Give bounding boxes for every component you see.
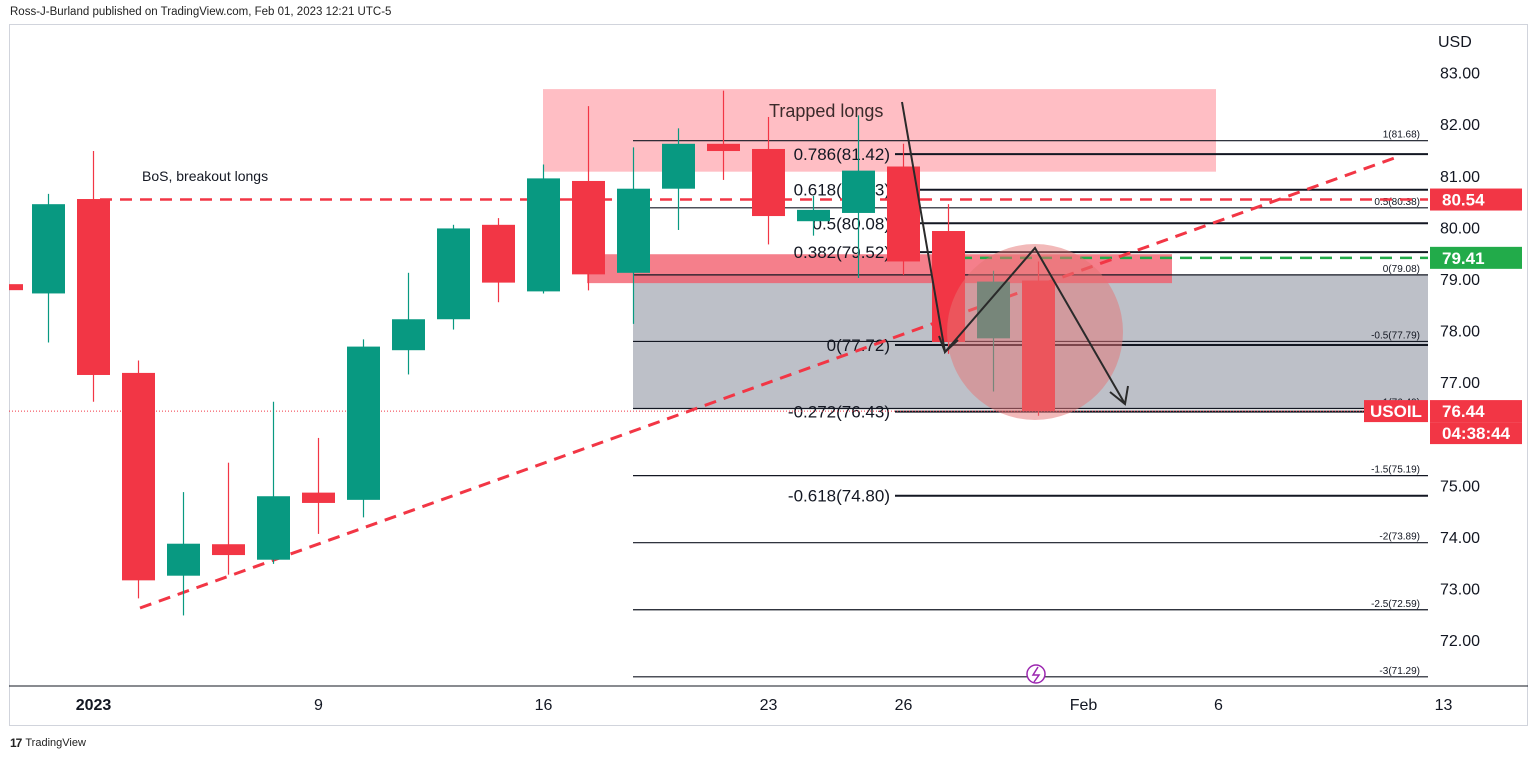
candle-body: [707, 143, 740, 152]
fib-label-small: 0(79.08): [1383, 264, 1420, 275]
x-tick-label: Feb: [1070, 697, 1098, 714]
candle-body: [257, 496, 290, 560]
tradingview-logo-icon: 17: [10, 736, 22, 750]
candle-body: [77, 199, 110, 375]
candle-body-partial: [9, 284, 23, 291]
event-marker-icon: [1026, 664, 1046, 684]
lightning-icon: [1031, 666, 1041, 683]
price-tag-value: 80.54: [1442, 191, 1485, 210]
highlight-circle: [947, 244, 1123, 420]
x-tick-label: 23: [760, 697, 778, 714]
candle-body: [32, 204, 65, 294]
trapped-longs-label: Trapped longs: [769, 101, 883, 121]
fib-label-small: -1.5(75.19): [1371, 465, 1420, 476]
candle-body: [887, 166, 920, 262]
fib-label-small: 1(81.68): [1383, 130, 1420, 141]
bos-label: BoS, breakout longs: [142, 168, 268, 184]
y-tick-label: 80.00: [1440, 220, 1480, 237]
candle-body: [167, 543, 200, 576]
candle-body: [122, 372, 155, 581]
x-tick-label: 2023: [76, 697, 112, 714]
x-tick-label: 9: [314, 697, 323, 714]
fib-label-large: 0(77.72): [827, 336, 890, 355]
candle-body: [797, 209, 830, 222]
footer-brand: TradingView: [25, 737, 86, 749]
candle-body: [212, 544, 245, 556]
arrow-head-icon: [1109, 385, 1129, 406]
candle-body: [347, 346, 380, 500]
projection-path: [901, 101, 1126, 405]
x-tick-label: 6: [1214, 697, 1223, 714]
price-tag: [1430, 188, 1522, 211]
fib-label-small: 0.5(80.38): [1374, 197, 1420, 208]
candle-body: [572, 180, 605, 275]
y-axis-currency: USD: [1438, 34, 1472, 51]
fib-label-large: -0.272(76.43): [788, 403, 890, 422]
y-tick-label: 77.00: [1440, 375, 1480, 392]
x-tick-label: 26: [895, 697, 913, 714]
symbol-tag-label: USOIL: [1370, 402, 1422, 421]
candle-body: [527, 178, 560, 292]
price-tag-value: 79.41: [1442, 249, 1485, 268]
y-tick-label: 72.00: [1440, 633, 1480, 650]
fib-label-small: -2.5(72.59): [1371, 599, 1420, 610]
candle-body: [302, 492, 335, 503]
price-tag: [1430, 246, 1522, 269]
x-tick-label: 16: [535, 697, 553, 714]
y-tick-label: 79.00: [1440, 272, 1480, 289]
overlay-layer: [901, 101, 1129, 420]
trapped-longs-zone: [543, 89, 1216, 172]
fib-label-large: -0.618(74.80): [788, 487, 890, 506]
publisher-header: Ross-J-Burland published on TradingView.…: [10, 6, 392, 18]
candle-body: [842, 170, 875, 213]
symbol-tag: [1364, 400, 1428, 423]
candle-body: [752, 148, 785, 217]
y-tick-label: 75.00: [1440, 478, 1480, 495]
y-tick-label: 73.00: [1440, 582, 1480, 599]
fib-label-large: 0.382(79.52): [794, 243, 890, 262]
candle-body: [392, 319, 425, 351]
arrow-head-icon: [938, 335, 959, 354]
price-tag: [1430, 400, 1522, 423]
candle-body: [662, 143, 695, 189]
fib-label-small: -3(71.29): [1379, 666, 1420, 677]
axis-layer: 2023 9 16 23 26 Feb 6 13 USD 83.00 82.00 81.00 80.00…: [9, 34, 1528, 714]
y-tick-label: 74.00: [1440, 530, 1480, 547]
fib-label-large: 0.5(80.08): [813, 214, 891, 233]
y-tick-label: 82.00: [1440, 117, 1480, 134]
candle-body: [437, 228, 470, 320]
y-tick-label: 83.00: [1440, 66, 1480, 83]
candle-body: [482, 224, 515, 283]
countdown-value: 04:38:44: [1442, 424, 1511, 443]
fib-label-small: -2(73.89): [1379, 532, 1420, 543]
y-tick-label: 78.00: [1440, 324, 1480, 341]
chart-frame: [9, 24, 1528, 726]
candle-body: [617, 188, 650, 273]
fib-label-large: 0.786(81.42): [794, 145, 890, 164]
x-tick-label: 13: [1435, 697, 1453, 714]
fib-label-small: -0.5(77.79): [1371, 330, 1420, 341]
labels-layer: BoS, breakout longs Trapped longs: [142, 101, 883, 184]
price-tag-value: 76.44: [1442, 402, 1485, 421]
countdown-tag: [1430, 422, 1522, 445]
footer: 17 TradingView: [10, 736, 86, 750]
rising-trendline: [139, 154, 1401, 610]
fib-label-large: 0.618(80.73): [794, 181, 890, 200]
y-tick-label: 81.00: [1440, 169, 1480, 186]
